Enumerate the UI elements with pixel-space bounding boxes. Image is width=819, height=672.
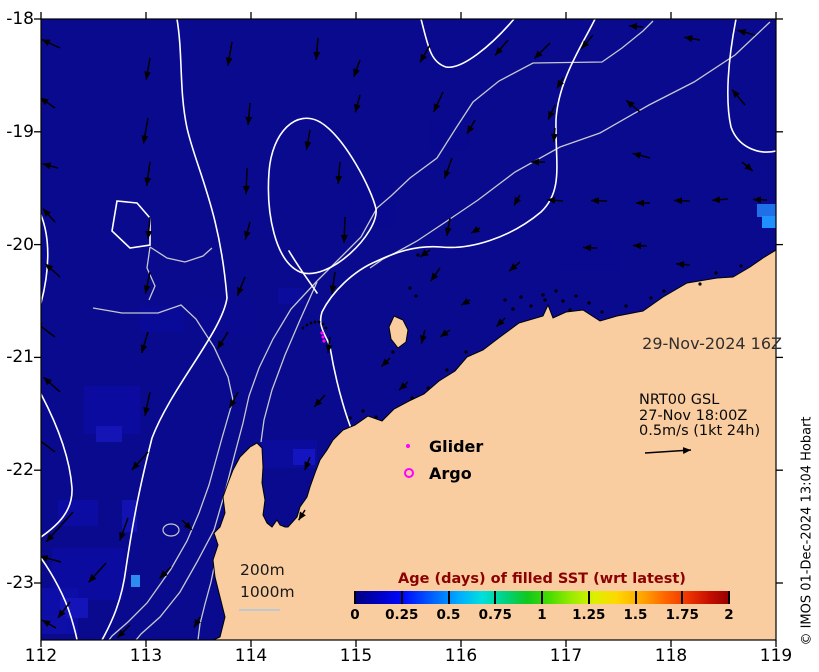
- velocity-scale-arrow-icon: [644, 447, 692, 455]
- glider-legend-label: Glider: [429, 437, 484, 456]
- glider-marker-icon: [406, 444, 410, 448]
- colorbar-tick-label: 1.75: [665, 607, 699, 623]
- colorbar-tick-mark: [681, 591, 684, 604]
- x-tick-label: 112: [24, 646, 58, 666]
- x-tick-label: 118: [654, 646, 688, 666]
- product-time: 27-Nov 18:00Z: [639, 407, 748, 424]
- colorbar-tick-mark: [541, 591, 543, 604]
- colorbar-tick-label: 1: [537, 607, 547, 623]
- y-tick-label: -18: [6, 9, 34, 29]
- colorbar-title: Age (days) of filled SST (wrt latest): [398, 571, 686, 587]
- y-tick-label: -22: [6, 460, 34, 481]
- y-tick-label: -20: [6, 234, 34, 255]
- x-tick-label: 115: [339, 646, 373, 666]
- colorbar-tick-mark: [447, 591, 450, 604]
- product-info-block: NRT00 GSL 27-Nov 18:00Z 0.5m/s (1kt 24h): [639, 392, 761, 440]
- colorbar-tick-labels: 0 0.25 0.5 0.75 1 1.25 1.5 1.75 2: [350, 607, 733, 625]
- y-tick-label: -23: [6, 573, 34, 593]
- colorbar-tick-label: 2: [724, 607, 734, 623]
- colorbar-tick-label: 0.25: [385, 607, 419, 623]
- argo-marker-icon: [404, 468, 414, 478]
- colorbar-tick-mark: [354, 591, 356, 604]
- x-tick-label: 114: [234, 646, 268, 666]
- velocity-scale-label: 0.5m/s (1kt 24h): [639, 423, 761, 439]
- depth-1000m-label: 1000m: [240, 583, 295, 601]
- product-name: NRT00 GSL: [639, 392, 720, 408]
- colorbar-tick-label: 0: [350, 607, 360, 623]
- x-tick-label: 119: [759, 646, 793, 666]
- colorbar-tick-label: 0.5: [436, 607, 461, 623]
- colorbar-tick-label: 1.5: [623, 607, 648, 623]
- colorbar-tick-mark: [728, 591, 730, 604]
- x-tick-label: 113: [129, 646, 163, 666]
- colorbar-tick-mark: [494, 591, 497, 604]
- x-tick-label: 116: [444, 646, 478, 666]
- colorbar-tick-mark: [634, 591, 637, 604]
- y-tick-label: -19: [6, 121, 34, 142]
- colorbar-tick-label: 0.75: [478, 607, 512, 623]
- credit-text: © IMOS 01-Dec-2024 13:04 Hobart: [799, 416, 815, 646]
- x-tick-label: 117: [549, 646, 583, 666]
- colorbar-tick-label: 1.25: [572, 607, 606, 623]
- depth-200m-label: 200m: [240, 561, 285, 579]
- colorbar-tick-mark: [587, 591, 590, 604]
- colorbar-tick-mark: [400, 591, 403, 604]
- colorbar-gradient: [354, 591, 730, 604]
- y-tick-label: -21: [6, 347, 34, 368]
- argo-legend-label: Argo: [429, 464, 472, 483]
- map-datetime-label: 29-Nov-2024 16Z: [642, 334, 782, 353]
